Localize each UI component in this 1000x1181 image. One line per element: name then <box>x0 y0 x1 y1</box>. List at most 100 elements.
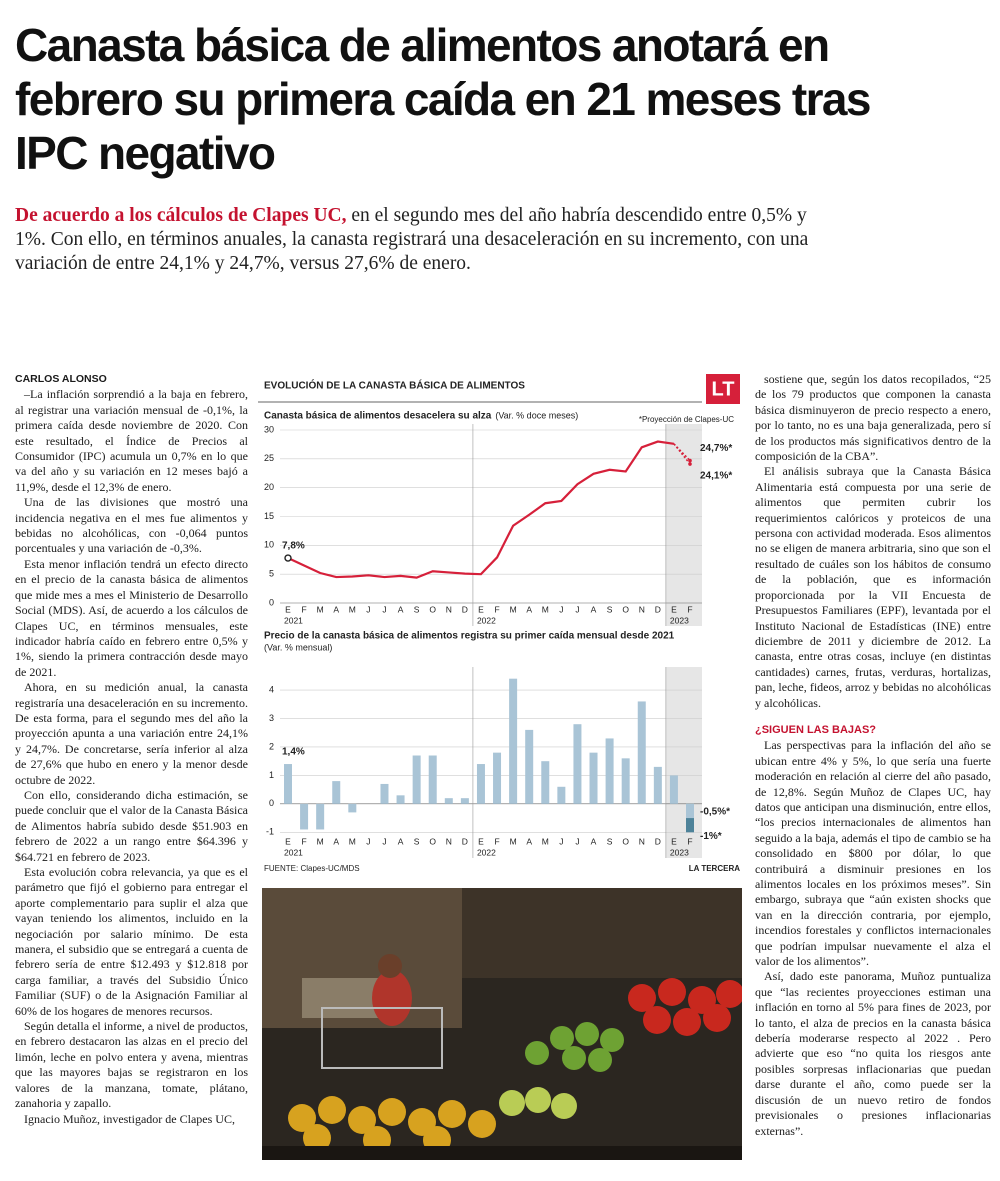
x-tick-label: D <box>462 836 468 846</box>
chart-title: Canasta básica de alimentos desacelera s… <box>264 411 492 422</box>
x-tick-label: E <box>671 604 677 614</box>
x-tick-label: E <box>671 836 677 846</box>
x-tick-label: J <box>382 604 386 614</box>
bar <box>396 795 405 804</box>
x-tick-label: M <box>510 604 517 614</box>
paragraph: Una de las divisiones que mostró una inc… <box>15 495 248 556</box>
x-tick-label: F <box>494 836 499 846</box>
column: CARLOS ALONSO –La inflación sorprendió a… <box>15 372 248 1127</box>
bar <box>686 803 694 819</box>
x-tick-label: A <box>398 604 404 614</box>
bar <box>316 803 325 830</box>
x-tick-label: O <box>429 604 436 614</box>
x-tick-label: J <box>366 836 370 846</box>
x-tick-label: O <box>429 836 436 846</box>
x-tick-label: N <box>446 604 452 614</box>
credit: LA TERCERA <box>689 864 740 873</box>
x-tick-label: M <box>349 604 356 614</box>
bar <box>589 752 598 804</box>
bar <box>493 752 502 804</box>
value-label: 24,7%* <box>700 443 732 454</box>
value-label: 1,4% <box>282 747 305 758</box>
projection-region <box>665 667 702 858</box>
x-tick-label: M <box>542 836 549 846</box>
x-tick-label: J <box>575 604 579 614</box>
bar <box>348 803 357 813</box>
x-tick-label: M <box>349 836 356 846</box>
x-tick-label: A <box>398 836 404 846</box>
chart-title: Precio de la canasta básica de alimentos… <box>264 631 675 642</box>
x-tick-label: N <box>639 836 645 846</box>
x-tick-label: E <box>478 836 484 846</box>
chart-subtitle: (Var. % mensual) <box>264 642 332 652</box>
source: FUENTE: Clapes-UC/MDS <box>264 864 360 873</box>
bar <box>476 764 485 804</box>
bar <box>428 755 437 804</box>
paragraph: Ahora, en su medición anual, la canasta … <box>15 680 248 787</box>
paragraph: El análisis subraya que la Canasta Básic… <box>755 464 991 710</box>
bar <box>653 766 662 804</box>
y-tick-label: 30 <box>264 424 274 434</box>
line-series <box>673 443 691 465</box>
infographic: EVOLUCIÓN DE LA CANASTA BÁSICA DE ALIMEN… <box>258 372 742 880</box>
x-tick-label: E <box>285 604 291 614</box>
x-tick-label: M <box>510 836 517 846</box>
x-tick-label: A <box>333 604 339 614</box>
paragraph: Con ello, considerando dicha estimación,… <box>15 787 248 864</box>
bar <box>669 775 678 804</box>
x-tick-label: S <box>607 604 613 614</box>
chart-subtitle: (Var. % doce meses) <box>495 410 578 420</box>
photo <box>262 888 742 1160</box>
bar <box>557 786 566 804</box>
x-tick-label: N <box>639 604 645 614</box>
bar <box>380 783 389 804</box>
x-tick-label: J <box>366 604 370 614</box>
bar <box>621 758 630 804</box>
lead-highlight: De acuerdo a los cálculos de Clapes UC, <box>15 205 347 226</box>
year-label: 2022 <box>477 615 496 625</box>
y-tick-label: 0 <box>269 798 274 808</box>
x-tick-label: F <box>687 836 692 846</box>
column: sostiene que, según los datos recopilado… <box>755 372 991 1139</box>
y-tick-label: -1 <box>266 827 274 837</box>
paragraph: –La inflación sorprendió a la baja en fe… <box>15 387 248 494</box>
x-tick-label: A <box>526 836 532 846</box>
bar <box>300 803 309 830</box>
x-tick-label: A <box>526 604 532 614</box>
y-tick-label: 10 <box>264 540 274 550</box>
x-tick-label: O <box>622 604 629 614</box>
y-tick-label: 5 <box>269 569 274 579</box>
x-tick-label: E <box>285 836 291 846</box>
bar <box>509 678 518 804</box>
author: CARLOS ALONSO <box>15 373 107 385</box>
x-tick-label: E <box>478 604 484 614</box>
y-tick-label: 3 <box>269 713 274 723</box>
x-tick-label: F <box>301 604 306 614</box>
bar <box>412 755 421 804</box>
x-tick-label: J <box>559 836 563 846</box>
paragraph: Así, dado este panorama, Muñoz puntualiz… <box>755 969 991 1138</box>
x-tick-label: A <box>591 836 597 846</box>
x-tick-label: D <box>462 604 468 614</box>
projection-point <box>688 458 692 463</box>
x-tick-label: M <box>317 604 324 614</box>
lead-text: en el segundo mes del año habría descend… <box>15 205 809 274</box>
paragraph: Ignacio Muñoz, investigador de Clapes UC… <box>24 1111 235 1126</box>
paragraph: Las perspectivas para la inflación del a… <box>755 738 991 969</box>
x-tick-label: S <box>414 836 420 846</box>
bar <box>525 729 534 804</box>
x-tick-label: S <box>607 836 613 846</box>
x-tick-label: S <box>414 604 420 614</box>
bar <box>444 798 453 804</box>
y-tick-label: 20 <box>264 482 274 492</box>
line-series <box>287 440 675 579</box>
x-tick-label: J <box>382 836 386 846</box>
paragraph: Esta evolución cobra relevancia, ya que … <box>15 865 248 1018</box>
y-tick-label: 1 <box>269 770 274 780</box>
paragraph: sostiene que, según los datos recopilado… <box>755 372 991 464</box>
year-label: 2021 <box>284 847 303 857</box>
logo-box <box>706 374 740 404</box>
value-label: 24,1%* <box>700 471 732 482</box>
bar <box>573 724 582 804</box>
